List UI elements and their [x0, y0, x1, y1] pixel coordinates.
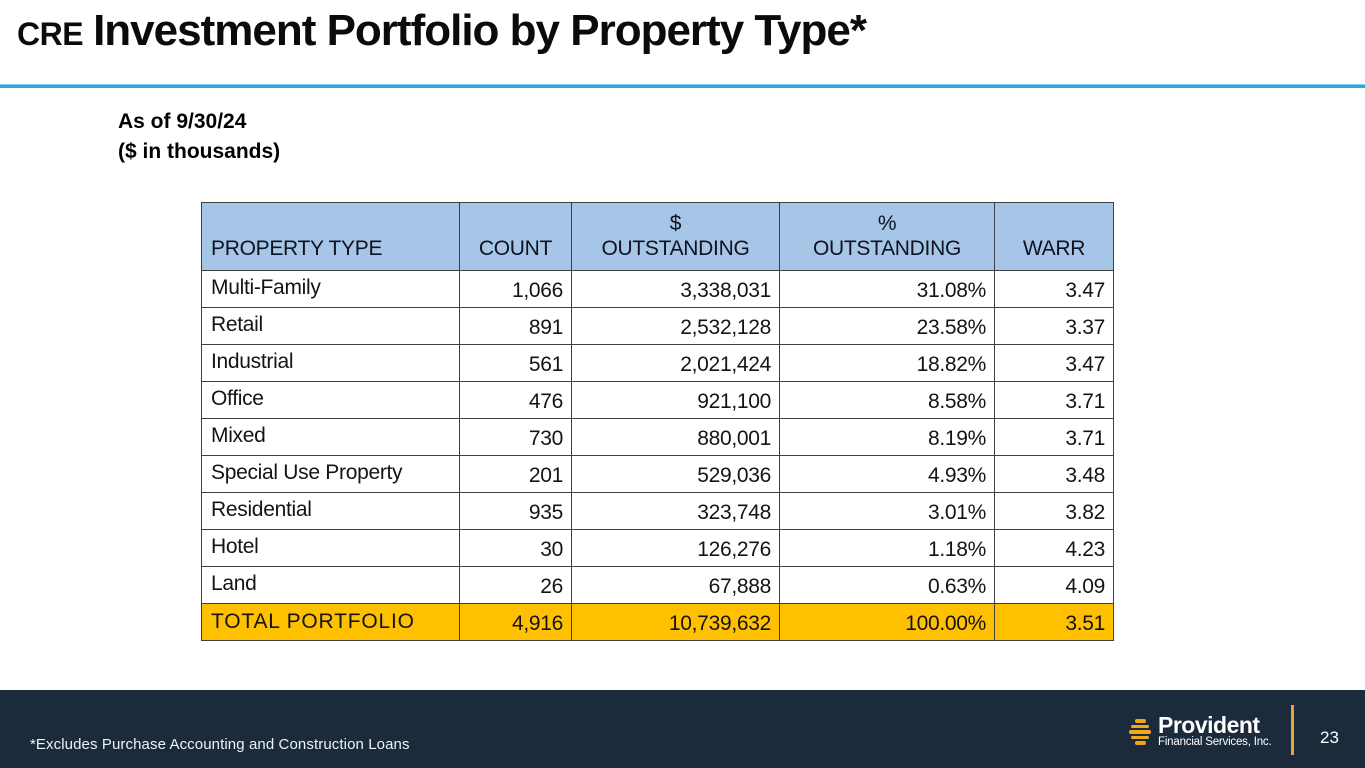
warr-cell: 3.71: [994, 418, 1114, 456]
outstanding-cell: 2,532,128: [571, 307, 780, 345]
pct-outstanding-cell: 8.58%: [779, 381, 995, 419]
col-header-dollar-outstanding: $ OUTSTANDING: [571, 202, 780, 271]
count-cell: 1,066: [459, 270, 572, 308]
warr-cell: 3.47: [994, 270, 1114, 308]
property-type-cell: Hotel: [201, 529, 460, 567]
total-label-cell: TOTAL PORTFOLIO: [201, 603, 460, 641]
col-header-prefix: $: [669, 212, 682, 235]
count-cell: 730: [459, 418, 572, 456]
total-warr-cell: 3.51: [994, 603, 1114, 641]
pct-outstanding-cell: 1.18%: [779, 529, 995, 567]
logo-company-name: Provident: [1158, 712, 1260, 738]
col-header-label: OUTSTANDING: [601, 237, 750, 260]
provident-hive-icon: [1129, 719, 1151, 745]
count-cell: 891: [459, 307, 572, 345]
outstanding-cell: 921,100: [571, 381, 780, 419]
outstanding-cell: 880,001: [571, 418, 780, 456]
pct-outstanding-cell: 0.63%: [779, 566, 995, 604]
pct-outstanding-cell: 31.08%: [779, 270, 995, 308]
col-header-property-type: PROPERTY TYPE: [201, 202, 460, 271]
property-type-cell: Multi-Family: [201, 270, 460, 308]
warr-cell: 4.09: [994, 566, 1114, 604]
page-title-prefix: CRE: [17, 16, 84, 52]
warr-cell: 3.82: [994, 492, 1114, 530]
count-cell: 26: [459, 566, 572, 604]
table-row: Hotel 30 126,276 1.18% 4.23: [201, 529, 1114, 567]
page-number: 23: [1320, 728, 1339, 747]
property-type-cell: Office: [201, 381, 460, 419]
title-divider-rule: [0, 84, 1365, 88]
property-type-cell: Mixed: [201, 418, 460, 456]
pct-outstanding-cell: 3.01%: [779, 492, 995, 530]
outstanding-cell: 126,276: [571, 529, 780, 567]
header-row: PROPERTY TYPE COUNT $ OUTSTANDING % OUTS…: [201, 202, 1114, 271]
table-header: PROPERTY TYPE COUNT $ OUTSTANDING % OUTS…: [201, 202, 1114, 271]
outstanding-cell: 3,338,031: [571, 270, 780, 308]
table-row: Residential 935 323,748 3.01% 3.82: [201, 492, 1114, 530]
total-outstanding-cell: 10,739,632: [571, 603, 780, 641]
table-row: Multi-Family 1,066 3,338,031 31.08% 3.47: [201, 270, 1114, 308]
warr-cell: 3.47: [994, 344, 1114, 382]
property-type-cell: Residential: [201, 492, 460, 530]
col-header-prefix: %: [877, 212, 897, 235]
table-row: Land 26 67,888 0.63% 4.09: [201, 566, 1114, 604]
col-header-label: OUTSTANDING: [813, 237, 961, 260]
col-header-label: COUNT: [478, 237, 553, 260]
subtitle: As of 9/30/24 ($ in thousands): [118, 107, 280, 167]
logo-company-subname: Financial Services, Inc.: [1158, 736, 1272, 748]
total-pct-outstanding-cell: 100.00%: [779, 603, 995, 641]
table-row: Special Use Property 201 529,036 4.93% 3…: [201, 455, 1114, 493]
property-type-cell: Retail: [201, 307, 460, 345]
property-type-cell: Special Use Property: [201, 455, 460, 493]
footer-divider-line: [1291, 705, 1294, 755]
col-header-label: PROPERTY TYPE: [211, 237, 383, 260]
logo-text: Provident Financial Services, Inc.: [1158, 712, 1272, 749]
table-row: Office 476 921,100 8.58% 3.71: [201, 381, 1114, 419]
pct-outstanding-cell: 4.93%: [779, 455, 995, 493]
col-header-warr: WARR: [994, 202, 1114, 271]
count-cell: 476: [459, 381, 572, 419]
outstanding-cell: 323,748: [571, 492, 780, 530]
count-cell: 201: [459, 455, 572, 493]
company-logo: Provident Financial Services, Inc.: [1129, 712, 1272, 749]
table-row: Retail 891 2,532,128 23.58% 3.37: [201, 307, 1114, 345]
warr-cell: 3.71: [994, 381, 1114, 419]
total-row: TOTAL PORTFOLIO 4,916 10,739,632 100.00%…: [201, 603, 1114, 641]
table-body: Multi-Family 1,066 3,338,031 31.08% 3.47…: [201, 270, 1114, 641]
warr-cell: 4.23: [994, 529, 1114, 567]
warr-cell: 3.37: [994, 307, 1114, 345]
pct-outstanding-cell: 23.58%: [779, 307, 995, 345]
footnote: *Excludes Purchase Accounting and Constr…: [30, 736, 410, 753]
outstanding-cell: 67,888: [571, 566, 780, 604]
pct-outstanding-cell: 18.82%: [779, 344, 995, 382]
table-row: Industrial 561 2,021,424 18.82% 3.47: [201, 344, 1114, 382]
col-header-count: COUNT: [459, 202, 572, 271]
table-row: Mixed 730 880,001 8.19% 3.71: [201, 418, 1114, 456]
count-cell: 935: [459, 492, 572, 530]
page-title-main: Investment Portfolio by Property Type*: [93, 6, 867, 55]
footer-bar: [0, 690, 1365, 768]
as-of-date: As of 9/30/24: [118, 110, 247, 133]
property-type-cell: Industrial: [201, 344, 460, 382]
units-note: ($ in thousands): [118, 140, 281, 163]
outstanding-cell: 529,036: [571, 455, 780, 493]
page-title: CRE Investment Portfolio by Property Typ…: [17, 6, 867, 56]
portfolio-table: PROPERTY TYPE COUNT $ OUTSTANDING % OUTS…: [201, 202, 1114, 641]
col-header-pct-outstanding: % OUTSTANDING: [779, 202, 995, 271]
count-cell: 30: [459, 529, 572, 567]
property-type-cell: Land: [201, 566, 460, 604]
warr-cell: 3.48: [994, 455, 1114, 493]
col-header-label: WARR: [1022, 237, 1086, 260]
total-count-cell: 4,916: [459, 603, 572, 641]
pct-outstanding-cell: 8.19%: [779, 418, 995, 456]
outstanding-cell: 2,021,424: [571, 344, 780, 382]
count-cell: 561: [459, 344, 572, 382]
